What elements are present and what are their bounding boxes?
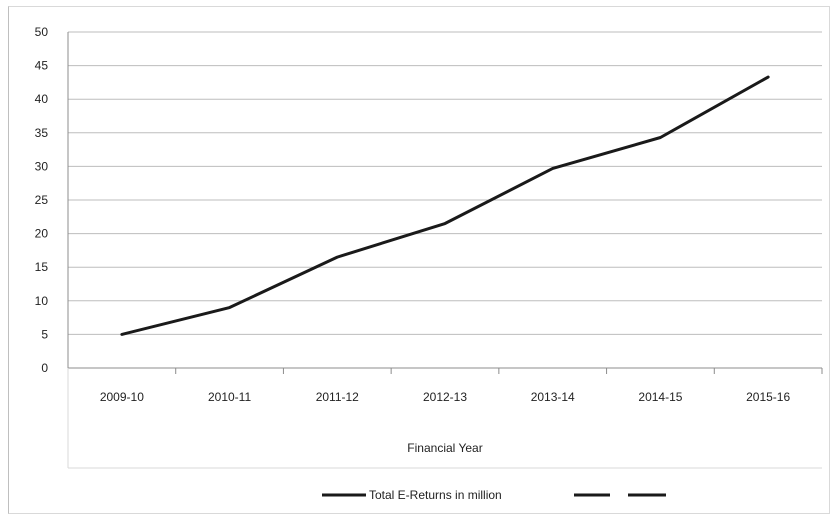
y-tick-label: 5 [41,327,48,341]
series-line [120,75,770,336]
y-tick-label: 35 [35,126,49,140]
y-tick-label: 0 [41,361,48,375]
x-tick-label: 2014-15 [638,390,682,404]
y-axis-ticks: 0 5 10 15 20 25 30 35 40 45 50 [35,25,49,375]
x-tick-label: 2015-16 [746,390,790,404]
chart-frame [8,6,830,514]
y-tick-label: 20 [35,227,49,241]
x-tick-label: 2013-14 [531,390,575,404]
y-tick-label: 40 [35,92,49,106]
x-axis-title: Financial Year [407,441,482,455]
legend-label: Total E-Returns in million [369,488,502,502]
x-tick-label: 2009-10 [100,390,144,404]
y-tick-label: 45 [35,59,49,73]
y-tick-label: 15 [35,260,49,274]
series-lines [120,75,770,336]
y-tick-label: 25 [35,193,49,207]
gridlines [68,31,822,335]
y-tick-label: 50 [35,25,49,39]
x-axis-ticks: 2009-10 2010-11 2011-12 2012-13 2013-14 2014-… [100,390,791,404]
x-tick-label: 2011-12 [316,390,359,404]
axes [67,32,823,469]
y-tick-label: 10 [35,294,49,308]
legend: Total E-Returns in million [322,488,666,502]
x-tick-label: 2010-11 [208,390,251,404]
x-tick-label: 2012-13 [423,390,467,404]
y-tick-label: 30 [35,159,49,173]
